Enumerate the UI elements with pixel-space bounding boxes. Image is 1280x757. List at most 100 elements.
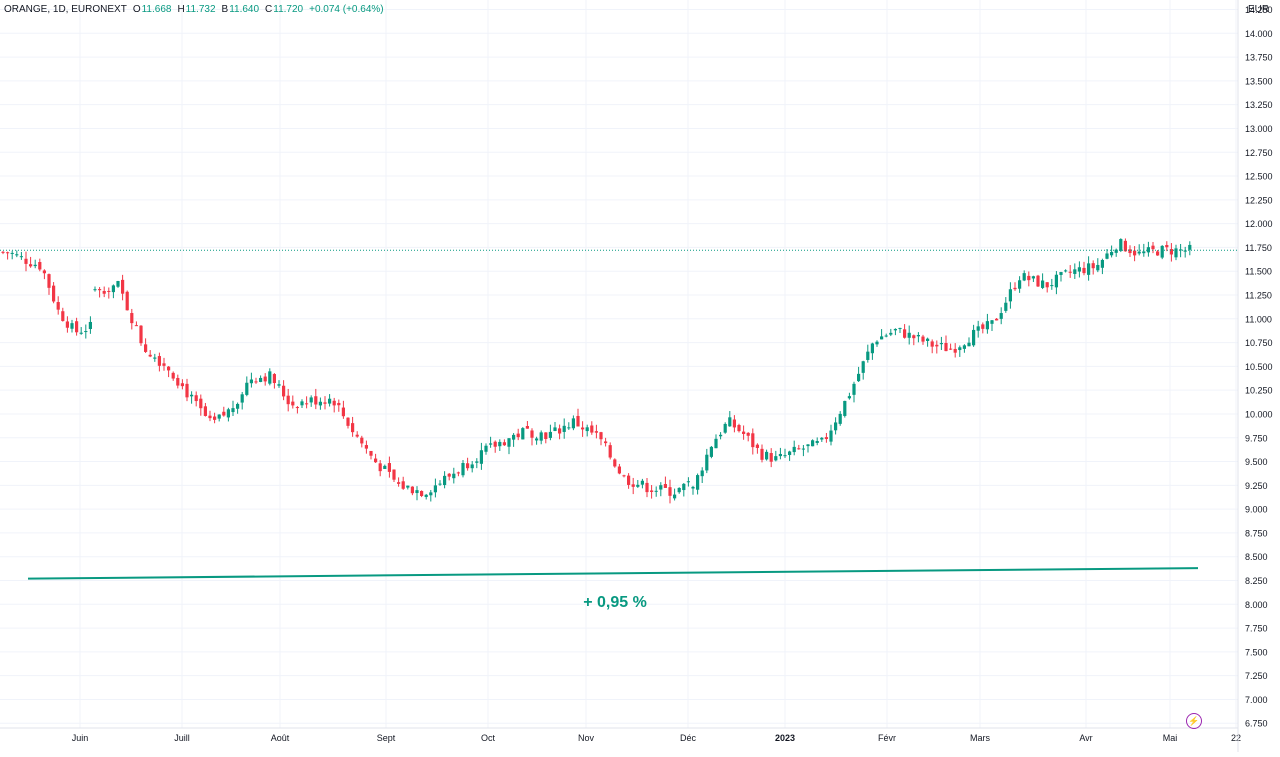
candle-body [24, 258, 28, 264]
open-group: O 11.668 [133, 4, 172, 15]
candle-body [134, 325, 138, 327]
candle-body [217, 414, 221, 419]
candle-body [378, 463, 382, 472]
y-tick-label: 7.000 [1245, 695, 1268, 705]
candle-body [231, 408, 235, 413]
candle-body [33, 264, 37, 267]
candle-body [723, 423, 727, 433]
candle-body [585, 427, 589, 432]
candle-body [631, 484, 635, 487]
close-label: C [265, 4, 273, 15]
x-tick-label: Févr [878, 733, 896, 743]
candle-body [696, 475, 700, 490]
candle-body [1174, 248, 1178, 258]
candle-body [282, 385, 286, 397]
candle-body [42, 270, 46, 274]
candle-body [889, 332, 893, 335]
candle-body [645, 482, 649, 493]
candle-body [535, 438, 539, 441]
candle-body [1013, 287, 1017, 290]
y-tick-label: 9.250 [1245, 481, 1268, 491]
candle-body [415, 490, 419, 494]
candle-body [650, 490, 654, 492]
candle-body [144, 344, 148, 352]
candle-body [341, 407, 345, 417]
candle-body [829, 430, 833, 442]
candle-body [953, 348, 957, 353]
candle-body [1128, 249, 1132, 254]
candle-body [907, 332, 911, 338]
y-tick-label: 13.750 [1245, 53, 1273, 63]
candle-body [203, 406, 207, 416]
candle-body [516, 433, 520, 438]
candle-body [1151, 245, 1155, 250]
candle-body [502, 442, 506, 446]
candle-body [962, 345, 966, 349]
candle-body [433, 485, 437, 493]
candle-body [999, 313, 1003, 319]
y-tick-label: 10.000 [1245, 409, 1273, 419]
candle-body [79, 332, 83, 334]
candle-body [792, 446, 796, 453]
lightning-icon[interactable]: ⚡ [1186, 713, 1202, 729]
y-tick-label: 8.000 [1245, 600, 1268, 610]
candle-body [530, 430, 534, 438]
candle-body [111, 285, 115, 293]
candle-body [213, 416, 217, 420]
y-tick-label: 11.000 [1245, 314, 1272, 324]
candle-body [1068, 271, 1072, 273]
currency-label[interactable]: EUR [1248, 4, 1270, 15]
candle-body [640, 480, 644, 485]
candle-body [976, 326, 980, 331]
candle-body [705, 454, 709, 471]
candle-body [682, 483, 686, 491]
y-tick-label: 13.250 [1245, 100, 1273, 110]
candle-body [1059, 272, 1063, 275]
candle-body [351, 423, 355, 433]
change-value: +0.074 (+0.64%) [309, 4, 384, 15]
candle-body [553, 427, 557, 431]
candle-body [728, 417, 732, 427]
candle-body [314, 396, 318, 405]
candle-body [604, 441, 608, 444]
candle-body [659, 485, 663, 490]
candle-body [107, 290, 111, 292]
close-value: 11.720 [273, 4, 304, 15]
symbol-label[interactable]: ORANGE, 1D, EURONEXT [4, 4, 127, 15]
candle-body [199, 398, 203, 409]
candle-body [171, 372, 175, 379]
candle-body [995, 318, 999, 321]
candle-body [732, 419, 736, 428]
candle-body [769, 453, 773, 462]
candle-body [70, 323, 74, 329]
candle-body [1096, 264, 1100, 271]
candle-body [286, 395, 290, 405]
candle-body [512, 434, 516, 440]
x-tick-label: Mars [970, 733, 990, 743]
candle-body [567, 427, 571, 429]
candle-body [576, 415, 580, 427]
y-tick-label: 11.500 [1245, 267, 1272, 277]
candle-body [15, 254, 19, 256]
candle-body [1146, 247, 1150, 253]
candle-body [1, 251, 5, 253]
candle-body [824, 437, 828, 440]
candle-body [1142, 251, 1146, 254]
candle-body [1041, 280, 1045, 288]
y-tick-label: 12.750 [1245, 148, 1273, 158]
y-tick-label: 12.250 [1245, 195, 1273, 205]
low-group: B 11.640 [222, 4, 260, 15]
candle-body [935, 344, 939, 347]
candle-body [355, 434, 359, 437]
y-tick-label: 8.750 [1245, 528, 1268, 538]
candle-body [392, 469, 396, 480]
candle-body [686, 481, 690, 483]
candle-body [967, 342, 971, 347]
candle-body [1018, 280, 1022, 289]
candle-body [1082, 267, 1086, 274]
candle-body [323, 402, 327, 404]
x-tick-label: 2023 [775, 733, 795, 743]
candle-body [981, 324, 985, 329]
